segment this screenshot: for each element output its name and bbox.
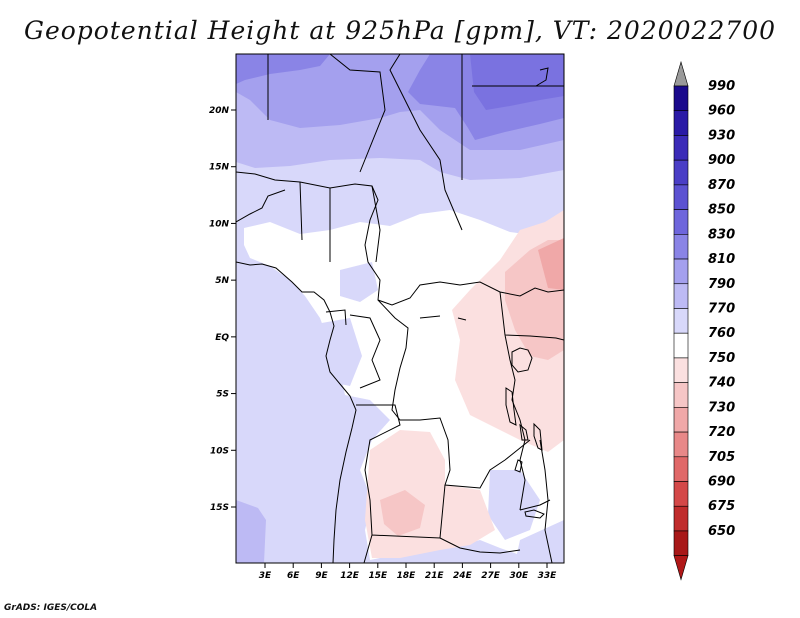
y-tick-label: 5N: [215, 276, 229, 286]
colorbar-swatch: [673, 184, 689, 210]
lake-kariba: [524, 509, 545, 519]
congo-borders: [377, 299, 531, 489]
x-tick-label: 33E: [538, 571, 558, 581]
y-axis: 20N 15N 10N 5N EQ 5S 10S 15S: [209, 106, 236, 513]
colorbar-label: 930: [708, 128, 735, 143]
colorbar-swatch: [673, 456, 689, 482]
field-patch-770-b: [316, 318, 362, 386]
x-tick-label: 21E: [425, 571, 445, 581]
grads-credit: GrADS: IGES/COLA: [4, 603, 98, 613]
colorbar-swatch: [673, 357, 689, 383]
map-frame: [235, 53, 565, 564]
colorbar: 990 960 930 900 870 850 830 810 790 770 760 750 740 7…: [673, 60, 735, 581]
colorbar-swatch: [673, 110, 689, 136]
colorbar-label: 750: [708, 351, 735, 366]
y-tick-label: 15N: [209, 163, 230, 173]
y-tick-label: EQ: [215, 333, 229, 343]
y-tick-label: 10S: [210, 446, 229, 456]
field-band-790-sw: [236, 500, 266, 563]
colorbar-swatch: [673, 332, 689, 359]
field-band-850-east: [470, 54, 564, 110]
x-tick-label: 9E: [315, 571, 328, 581]
field-band-830-west: [236, 54, 330, 84]
field-patch-770-a: [340, 262, 378, 302]
y-tick-label: 10N: [209, 219, 230, 229]
southeast-borders: [519, 439, 553, 563]
colorbar-swatch: [673, 258, 689, 285]
colorbar-swatch: [673, 159, 689, 186]
colorbar-label: 810: [708, 252, 735, 267]
field-band-740-south: [380, 490, 425, 536]
colorbar-label: 690: [708, 475, 735, 490]
x-tick-label: 12E: [340, 571, 360, 581]
atlantic-coastline: [236, 261, 357, 563]
coast-northeast: [535, 67, 549, 87]
x-tick-label: 3E: [259, 571, 272, 581]
colorbar-swatch: [673, 505, 689, 532]
colorbar-swatch: [673, 85, 689, 112]
colorbar-label: 720: [708, 425, 735, 440]
colorbar-swatch: [673, 308, 689, 334]
colorbar-label: 900: [708, 153, 735, 168]
field-patch-770-c: [488, 470, 540, 540]
lake-victoria: [511, 347, 533, 373]
height-field: [236, 54, 564, 563]
colorbar-label: 760: [708, 326, 735, 341]
great-lakes-borders: [499, 291, 564, 511]
colorbar-swatch: [673, 234, 689, 260]
y-tick-label: 20N: [209, 106, 230, 116]
colorbar-swatch: [673, 382, 689, 408]
field-patch-770-d: [515, 520, 564, 563]
sahel-borders: [267, 54, 564, 231]
lake-tanganyika: [505, 387, 517, 426]
chart-title: Geopotential Height at 925hPa [gpm], VT:…: [23, 16, 777, 45]
x-tick-label: 24E: [453, 571, 473, 581]
y-tick-label: 5S: [216, 390, 229, 400]
colorbar-label: 730: [708, 400, 735, 415]
gabon-borders: [325, 309, 381, 389]
lake-segments: [419, 315, 467, 321]
boundaries: [236, 54, 564, 563]
colorbar-label: 850: [708, 203, 735, 218]
field-band-730-east: [538, 238, 564, 290]
colorbar-label: 960: [708, 104, 735, 119]
colorbar-label: 770: [708, 301, 735, 316]
colorbar-top-arrow: [673, 60, 689, 87]
y-tick-label: 15S: [210, 503, 229, 513]
colorbar-label: 650: [708, 524, 735, 539]
colorbar-label: 740: [708, 376, 735, 391]
colorbar-swatch: [673, 135, 689, 161]
lake-small: [514, 459, 523, 473]
colorbar-swatch: [673, 431, 689, 458]
lake-mweru: [519, 423, 529, 441]
colorbar-label: 790: [708, 277, 735, 292]
x-tick-label: 30E: [509, 571, 529, 581]
colorbar-label: 870: [708, 178, 735, 193]
colorbar-swatch: [673, 530, 689, 556]
x-tick-label: 27E: [481, 571, 501, 581]
x-tick-label: 18E: [397, 571, 417, 581]
colorbar-label: 675: [708, 499, 735, 514]
lake-malawi: [533, 422, 543, 451]
colorbar-swatch: [673, 209, 689, 235]
west-africa-borders: [236, 181, 381, 263]
colorbar-swatch: [673, 407, 689, 433]
colorbar-label: 990: [708, 79, 735, 94]
colorbar-bottom-arrow: [673, 555, 689, 581]
x-tick-label: 15E: [368, 571, 388, 581]
colorbar-swatch: [673, 481, 689, 507]
colorbar-label: 830: [708, 227, 735, 242]
central-borders: [236, 171, 564, 306]
colorbar-swatch: [673, 283, 689, 309]
angola-borders: [356, 404, 521, 563]
colorbar-label: 705: [708, 450, 735, 465]
x-axis: 3E 6E 9E 12E 15E 18E 21E 24E 27E 30E 33E: [259, 563, 557, 581]
x-tick-label: 6E: [287, 571, 300, 581]
